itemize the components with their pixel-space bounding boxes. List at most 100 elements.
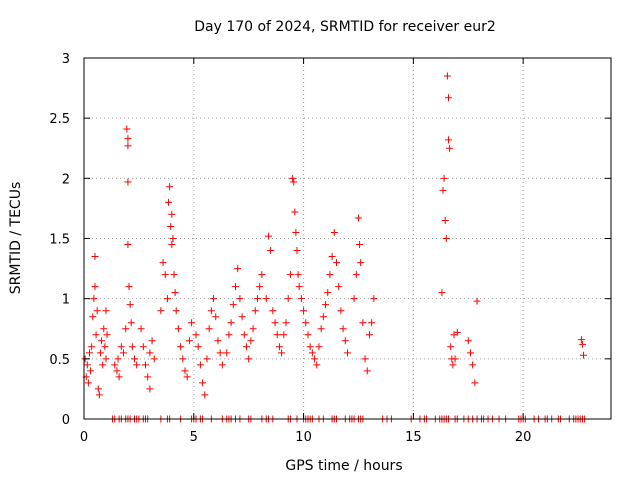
data-point bbox=[236, 295, 244, 303]
data-point bbox=[167, 222, 175, 230]
y-tick-label: 3 bbox=[62, 52, 70, 67]
data-point bbox=[103, 331, 111, 339]
y-tick-label: 1 bbox=[62, 293, 70, 308]
data-point bbox=[96, 349, 104, 357]
data-point bbox=[290, 178, 298, 186]
data-point bbox=[124, 178, 132, 186]
data-point bbox=[442, 235, 450, 242]
x-tick-label: 15 bbox=[405, 430, 422, 445]
data-point bbox=[330, 228, 338, 236]
grid-lines bbox=[84, 58, 611, 419]
x-tick-label: 0 bbox=[80, 430, 88, 445]
data-point bbox=[172, 307, 180, 315]
data-point bbox=[449, 361, 457, 369]
data-point bbox=[253, 295, 261, 303]
data-point bbox=[165, 198, 173, 206]
data-point bbox=[225, 331, 233, 339]
data-point bbox=[181, 367, 189, 375]
data-point bbox=[124, 142, 132, 150]
data-point bbox=[339, 325, 347, 333]
data-point bbox=[473, 297, 481, 305]
data-point bbox=[438, 289, 446, 297]
data-point bbox=[90, 295, 98, 303]
data-point bbox=[99, 361, 107, 369]
data-point bbox=[223, 349, 231, 357]
data-point bbox=[251, 307, 259, 315]
data-point bbox=[284, 295, 292, 303]
data-point bbox=[159, 259, 167, 267]
chart-title: Day 170 of 2024, SRMTID for receiver eur… bbox=[194, 19, 496, 35]
data-point bbox=[238, 313, 246, 321]
data-point bbox=[122, 325, 130, 333]
data-point bbox=[144, 373, 152, 381]
data-point bbox=[247, 337, 255, 345]
data-point bbox=[205, 325, 213, 333]
data-point bbox=[216, 349, 224, 357]
data-point bbox=[218, 361, 226, 369]
data-point bbox=[280, 331, 288, 339]
data-point bbox=[169, 235, 177, 242]
data-point bbox=[359, 319, 367, 327]
x-tick-label: 10 bbox=[295, 430, 312, 445]
data-point bbox=[125, 283, 133, 291]
data-point bbox=[580, 351, 588, 359]
data-point bbox=[133, 361, 141, 369]
data-point bbox=[577, 336, 585, 344]
data-point bbox=[306, 343, 314, 351]
data-point bbox=[183, 373, 191, 381]
data-point bbox=[341, 337, 349, 345]
data-point bbox=[91, 283, 99, 291]
data-point bbox=[126, 301, 134, 309]
data-point bbox=[578, 340, 586, 348]
data-point bbox=[113, 367, 121, 375]
data-point bbox=[137, 325, 145, 333]
data-point bbox=[302, 319, 310, 327]
data-point bbox=[446, 144, 454, 152]
data-point bbox=[326, 271, 334, 279]
data-point bbox=[192, 331, 200, 339]
data-point bbox=[102, 355, 110, 363]
data-point bbox=[264, 232, 272, 240]
data-point bbox=[464, 337, 472, 345]
data-point bbox=[210, 295, 218, 303]
data-point bbox=[214, 337, 222, 345]
data-point bbox=[363, 367, 371, 375]
data-point bbox=[308, 349, 316, 357]
data-point bbox=[240, 331, 248, 339]
y-tick-label: 0 bbox=[62, 413, 70, 428]
data-point bbox=[315, 343, 323, 351]
data-point bbox=[85, 349, 93, 357]
data-point bbox=[127, 319, 135, 327]
data-point bbox=[356, 241, 364, 249]
data-point bbox=[365, 331, 373, 339]
data-point bbox=[471, 379, 479, 387]
data-point bbox=[297, 295, 305, 303]
data-point bbox=[350, 295, 358, 303]
data-point bbox=[242, 343, 250, 351]
y-tick-label: 2 bbox=[62, 172, 70, 187]
data-point bbox=[304, 331, 312, 339]
data-point bbox=[168, 210, 176, 218]
data-point bbox=[300, 307, 308, 315]
data-point bbox=[234, 265, 242, 273]
data-point bbox=[229, 301, 237, 309]
data-point bbox=[94, 385, 102, 393]
data-point bbox=[177, 343, 185, 351]
data-point bbox=[368, 319, 376, 327]
data-point bbox=[258, 271, 266, 279]
data-point bbox=[88, 343, 96, 351]
data-point bbox=[114, 355, 122, 363]
data-point bbox=[292, 228, 300, 236]
data-point bbox=[123, 125, 131, 133]
data-point bbox=[361, 355, 369, 363]
data-point bbox=[227, 319, 235, 327]
data-point bbox=[188, 319, 196, 327]
data-point bbox=[92, 331, 100, 339]
data-point bbox=[163, 295, 171, 303]
data-point bbox=[171, 289, 179, 297]
data-point bbox=[267, 247, 275, 255]
data-point bbox=[207, 307, 215, 315]
data-point bbox=[148, 337, 156, 345]
